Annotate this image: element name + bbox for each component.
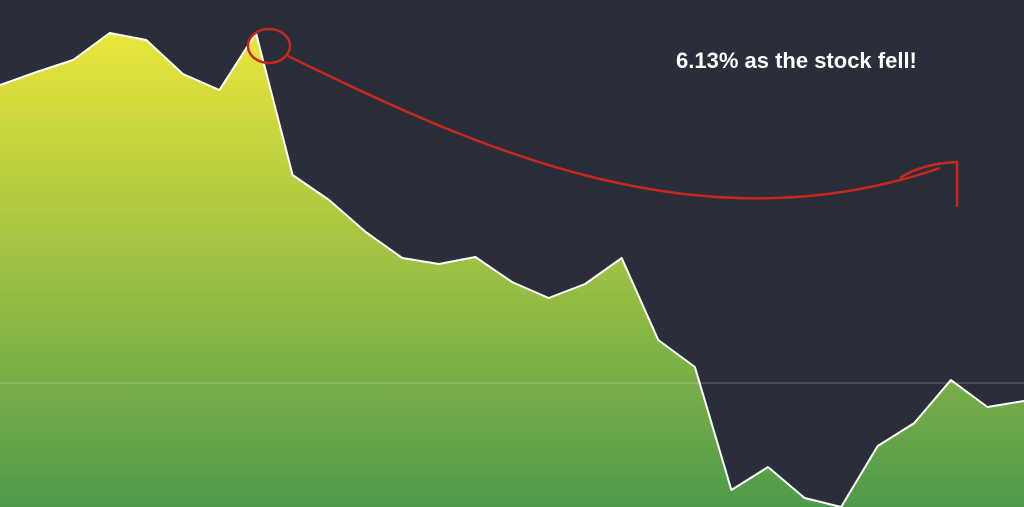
arrow-head [899,160,959,207]
area-line [0,32,1024,507]
area-fill [0,33,1024,507]
highlight-circle [246,27,292,65]
annotation: 6.13% as the stock fell! [676,48,917,73]
annotation-arrow [287,54,941,200]
plot [0,32,1024,507]
